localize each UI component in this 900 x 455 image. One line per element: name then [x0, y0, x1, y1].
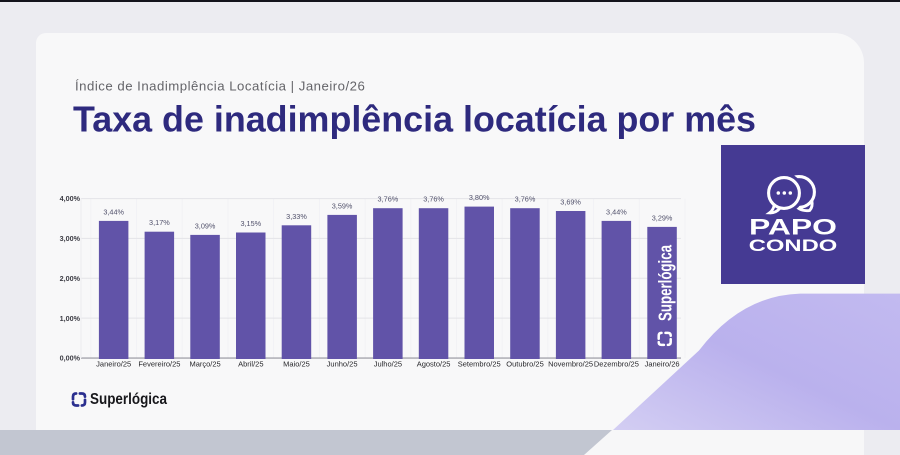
svg-text:3,76%: 3,76% [378, 195, 399, 204]
svg-text:3,76%: 3,76% [515, 195, 536, 204]
svg-text:Setembro/25: Setembro/25 [458, 359, 501, 368]
svg-text:3,69%: 3,69% [560, 198, 581, 207]
svg-text:Agosto/25: Agosto/25 [417, 359, 451, 368]
svg-text:PAPO: PAPO [749, 215, 837, 240]
svg-text:Outubro/25: Outubro/25 [506, 359, 544, 368]
svg-text:3,80%: 3,80% [469, 193, 490, 202]
svg-text:Superlógica: Superlógica [656, 244, 676, 321]
svg-text:Janeiro/26: Janeiro/26 [645, 359, 680, 368]
svg-text:0,00%: 0,00% [60, 354, 81, 363]
svg-text:3,29%: 3,29% [652, 213, 673, 222]
svg-text:CONDO: CONDO [749, 236, 838, 255]
svg-text:Índice de Inadimplência Locatí: Índice de Inadimplência Locatícia | Jane… [75, 79, 365, 94]
svg-text:Novembro/25: Novembro/25 [548, 359, 593, 368]
svg-text:Junho/25: Junho/25 [327, 359, 358, 368]
svg-text:Dezembro/25: Dezembro/25 [594, 359, 639, 368]
svg-text:3,59%: 3,59% [332, 201, 353, 210]
svg-text:3,76%: 3,76% [423, 195, 444, 204]
svg-text:2,00%: 2,00% [60, 274, 81, 283]
svg-text:Fevereiro/25: Fevereiro/25 [138, 359, 180, 368]
svg-text:1,00%: 1,00% [60, 314, 81, 323]
svg-text:3,33%: 3,33% [286, 212, 307, 221]
svg-text:Superlógica: Superlógica [90, 391, 167, 408]
svg-text:Maio/25: Maio/25 [283, 359, 310, 368]
svg-text:3,44%: 3,44% [606, 207, 627, 216]
svg-text:4,00%: 4,00% [60, 194, 81, 203]
svg-text:Julho/25: Julho/25 [374, 359, 402, 368]
svg-text:Taxa de inadimplência locatíci: Taxa de inadimplência locatícia por mês [73, 99, 756, 140]
svg-text:3,15%: 3,15% [240, 219, 261, 228]
svg-text:Abril/25: Abril/25 [238, 359, 263, 368]
svg-text:3,00%: 3,00% [60, 234, 81, 243]
svg-text:3,44%: 3,44% [103, 207, 124, 216]
svg-text:3,17%: 3,17% [149, 218, 170, 227]
svg-text:Janeiro/25: Janeiro/25 [96, 359, 131, 368]
svg-text:3,09%: 3,09% [195, 221, 216, 230]
svg-text:Março/25: Março/25 [189, 359, 220, 368]
